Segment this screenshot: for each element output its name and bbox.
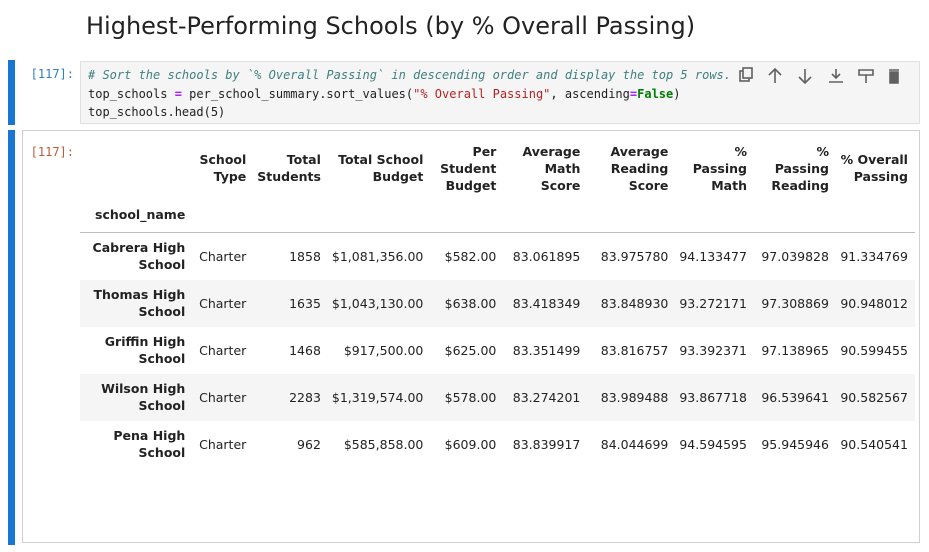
table-cell: 83.989488 bbox=[600, 389, 669, 405]
table-cell: 1858 bbox=[289, 248, 321, 264]
code-token: = bbox=[629, 86, 638, 101]
output-prompt: [117]: bbox=[30, 145, 74, 159]
table-cell: 962 bbox=[297, 436, 321, 452]
table-cell: 1468 bbox=[289, 342, 321, 358]
table-cell: $578.00 bbox=[444, 389, 497, 405]
table-cell: $1,319,574.00 bbox=[331, 389, 424, 405]
table-cell: 83.274201 bbox=[512, 389, 581, 405]
table-row: Wilson High School Charter 2283 $1,319,574.… bbox=[80, 373, 915, 421]
table-cell: 94.133477 bbox=[679, 248, 747, 264]
code-token: "% Overall Passing" bbox=[413, 86, 551, 101]
table-cell: 93.867718 bbox=[679, 389, 747, 405]
table-cell: 90.948012 bbox=[840, 295, 908, 311]
move-up-button[interactable] bbox=[768, 67, 782, 83]
table-cell: 83.351499 bbox=[512, 342, 581, 358]
table-cell: 97.138965 bbox=[761, 342, 829, 358]
table-cell: Charter bbox=[199, 248, 247, 264]
corner bbox=[80, 140, 192, 196]
dataframe: School Type Total Students Total School Bu… bbox=[80, 140, 915, 468]
table-cell: 97.308869 bbox=[761, 295, 829, 311]
table-cell: 83.848930 bbox=[600, 295, 669, 311]
column-header: % Overall Passing bbox=[840, 152, 908, 184]
code-token: ) bbox=[673, 86, 681, 101]
move-down-button[interactable] bbox=[798, 69, 812, 85]
column-header: % Passing Reading bbox=[771, 143, 829, 193]
input-prompt: [117]: bbox=[30, 67, 74, 81]
table-cell: 2283 bbox=[289, 389, 321, 405]
table-cell: 90.540541 bbox=[840, 436, 908, 452]
row-index: Thomas High School bbox=[93, 287, 186, 319]
table-cell: 83.975780 bbox=[600, 248, 669, 264]
table-cell: 90.599455 bbox=[840, 342, 908, 358]
table-cell: 1635 bbox=[289, 295, 321, 311]
table-cell: 93.272171 bbox=[679, 295, 747, 311]
table-cell: 94.594595 bbox=[679, 436, 747, 452]
table-cell: $585,858.00 bbox=[343, 436, 424, 452]
code: # Sort the schools by `% Overall Passing… bbox=[88, 66, 731, 122]
table-cell: Charter bbox=[199, 389, 247, 405]
row-index: Cabrera High School bbox=[92, 240, 186, 273]
table-row: Pena High School Charter 962 $585,858.00 $60… bbox=[80, 421, 915, 468]
table-cell: $1,081,356.00 bbox=[331, 248, 424, 264]
table-cell: 83.816757 bbox=[600, 342, 669, 358]
table-cell: Charter bbox=[199, 436, 247, 452]
code-line: top_schools.head(5) bbox=[88, 105, 226, 119]
table-cell: 83.418349 bbox=[512, 295, 581, 311]
heading: Highest-Performing Schools (by % Overall… bbox=[86, 12, 696, 40]
delete-button[interactable] bbox=[889, 69, 899, 84]
output-area bbox=[22, 130, 920, 543]
table-cell: 95.945946 bbox=[761, 436, 829, 452]
table-cell: Charter bbox=[199, 342, 247, 358]
table-cell: Charter bbox=[199, 295, 247, 311]
code-token: = bbox=[174, 86, 182, 101]
code-token: per_school_summary.sort_values( bbox=[181, 86, 414, 101]
column-header: Per Student Budget bbox=[440, 143, 497, 193]
column-header: Total Students bbox=[257, 152, 321, 184]
table-row: Cabrera High School Charter 1858 $1,081,356… bbox=[80, 233, 915, 280]
table-row: Thomas High School Charter 1635 $1,043,130.… bbox=[80, 279, 915, 327]
table-row: Griffin High School Charter 1468 $917,500.0… bbox=[80, 327, 915, 374]
code-token: top_schools bbox=[88, 86, 175, 101]
table-cell: 96.539641 bbox=[761, 389, 829, 405]
table-cell: $582.00 bbox=[444, 248, 497, 264]
table-cell: $917,500.00 bbox=[343, 342, 424, 358]
cell-toolbar bbox=[739, 67, 899, 85]
blank bbox=[192, 196, 915, 233]
table-cell: 83.061895 bbox=[512, 248, 581, 264]
column-header: Average Reading Score bbox=[610, 143, 669, 193]
insert-below-button[interactable] bbox=[829, 69, 843, 83]
row-index: Pena High School bbox=[113, 428, 186, 460]
table-cell: $625.00 bbox=[444, 342, 497, 358]
copy-button[interactable] bbox=[739, 67, 753, 82]
insert-above-button[interactable] bbox=[858, 69, 874, 83]
column-header: % Passing Math bbox=[692, 143, 747, 193]
table-cell: 91.334769 bbox=[840, 248, 908, 264]
row-index: Wilson High School bbox=[101, 381, 186, 413]
output-bar bbox=[8, 130, 15, 545]
column-header: Average Math Score bbox=[522, 143, 581, 193]
row-index: Griffin High School bbox=[104, 334, 186, 366]
table-cell: $638.00 bbox=[444, 295, 497, 311]
column-header: School Type bbox=[199, 152, 247, 184]
code-comment: # Sort the schools by `% Overall Passing… bbox=[88, 68, 731, 82]
column-header: Total School Budget bbox=[338, 152, 424, 184]
table-cell: 83.839917 bbox=[512, 436, 581, 452]
table-cell: $1,043,130.00 bbox=[331, 295, 424, 311]
table-cell: 90.582567 bbox=[840, 389, 908, 405]
index-name: school_name bbox=[80, 196, 193, 233]
active-cell-bar bbox=[8, 60, 15, 125]
code-cell[interactable]: # Sort the schools by `% Overall Passing… bbox=[80, 61, 920, 124]
table-cell: 97.039828 bbox=[761, 248, 829, 264]
code-token: False bbox=[637, 86, 674, 101]
table-cell: 93.392371 bbox=[679, 342, 747, 358]
code-token: , ascending bbox=[550, 86, 630, 101]
table-cell: 84.044699 bbox=[600, 436, 669, 452]
table-cell: $609.00 bbox=[444, 436, 497, 452]
